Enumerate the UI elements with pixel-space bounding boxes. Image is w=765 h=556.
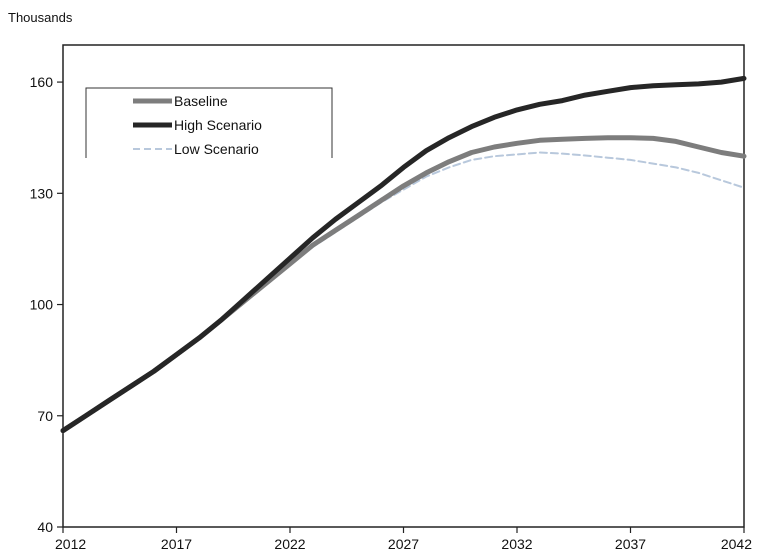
x-tick-label: 2017	[161, 536, 192, 552]
plot-area	[62, 44, 745, 528]
y-tick-label: 130	[30, 185, 54, 201]
x-tick-label: 2022	[274, 536, 305, 552]
x-tick-label: 2032	[501, 536, 532, 552]
legend-label: Low Scenario	[174, 141, 259, 157]
legend: Baseline High Scenario Low Scenario	[85, 87, 333, 158]
x-tick-label: 2012	[55, 536, 86, 552]
y-tick-label: 100	[30, 297, 54, 313]
x-tick-label: 2042	[721, 536, 752, 552]
y-unit-label: Thousands	[8, 10, 73, 25]
plot-border	[62, 44, 745, 528]
legend-label: Baseline	[174, 93, 228, 109]
y-axis: 40 70 100 130 160	[30, 74, 63, 535]
x-tick-label: 2037	[615, 536, 646, 552]
legend-box	[85, 87, 333, 158]
series-lines	[60, 75, 747, 434]
legend-label: High Scenario	[174, 117, 262, 133]
x-axis: 2012 2017 2022 2027 2032 2037 2042	[55, 527, 752, 552]
y-tick-label: 160	[30, 74, 54, 90]
x-tick-label: 2027	[388, 536, 419, 552]
series-line-high-scenario	[60, 75, 747, 434]
y-tick-label: 40	[37, 519, 53, 535]
y-tick-label: 70	[37, 408, 53, 424]
